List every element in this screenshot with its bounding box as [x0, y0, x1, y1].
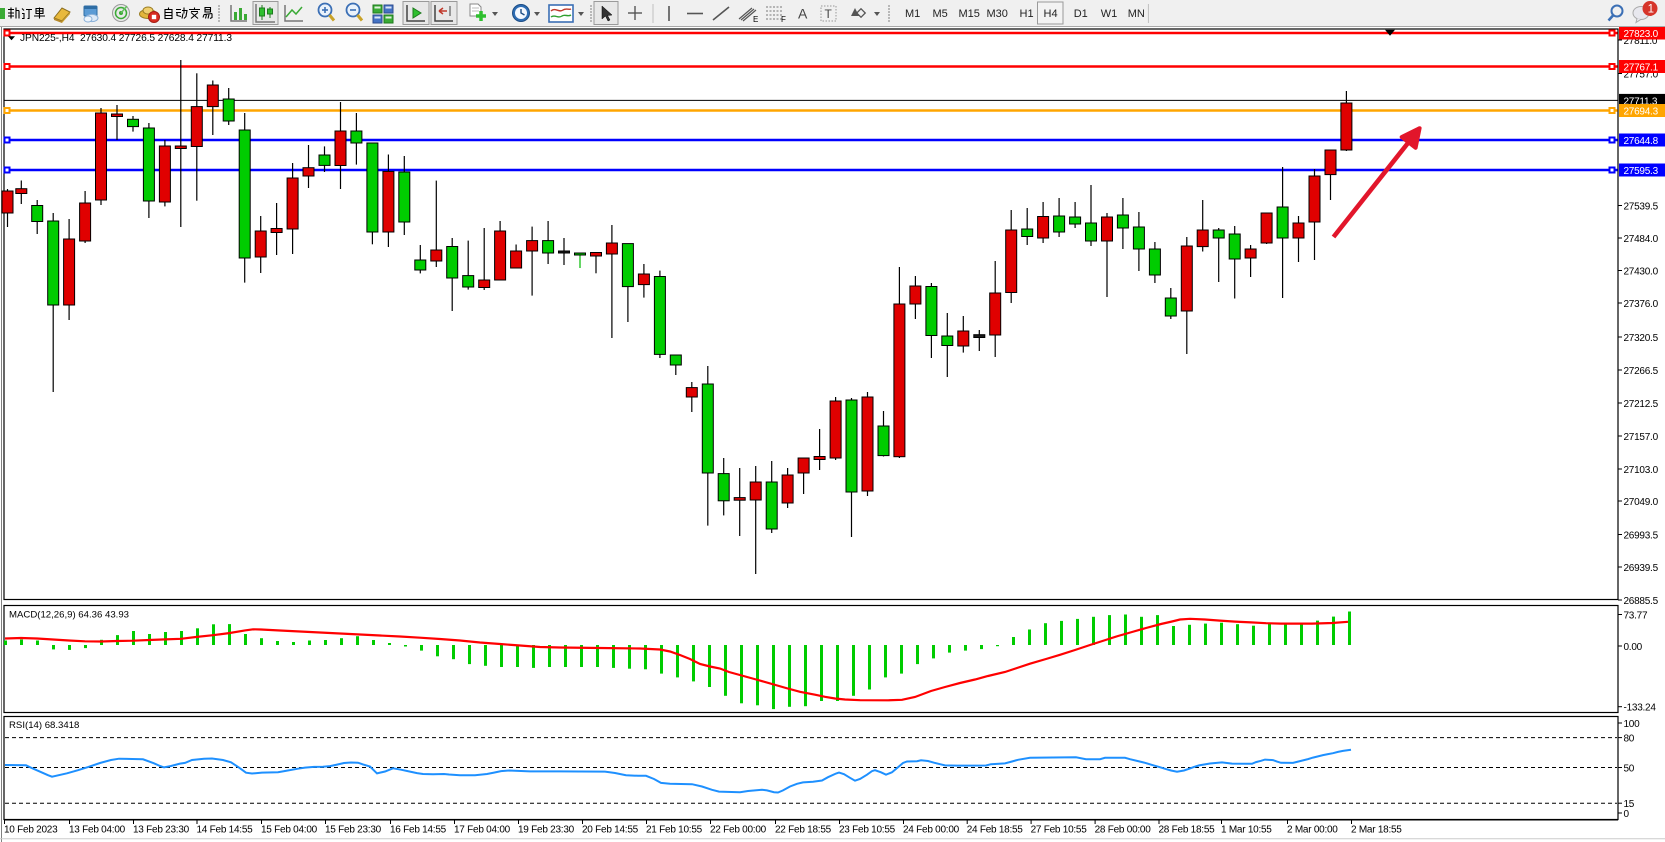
- svg-text:A: A: [798, 6, 808, 22]
- svg-text:50: 50: [1624, 764, 1635, 775]
- svg-text:27711.3: 27711.3: [1624, 96, 1658, 107]
- svg-text:M30: M30: [987, 8, 1008, 20]
- svg-text:27644.8: 27644.8: [1624, 136, 1659, 147]
- svg-text:14 Feb 14:55: 14 Feb 14:55: [197, 825, 254, 836]
- svg-text:2 Mar 00:00: 2 Mar 00:00: [1287, 825, 1338, 836]
- svg-text:27823.0: 27823.0: [1624, 29, 1659, 40]
- svg-text:27484.0: 27484.0: [1624, 234, 1659, 245]
- svg-text:1: 1: [1648, 4, 1654, 16]
- svg-text:28 Feb 18:55: 28 Feb 18:55: [1159, 825, 1216, 836]
- svg-text:10 Feb 2023: 10 Feb 2023: [4, 825, 58, 836]
- svg-text:17 Feb 04:00: 17 Feb 04:00: [454, 825, 511, 836]
- svg-text:2 Mar 18:55: 2 Mar 18:55: [1351, 825, 1402, 836]
- svg-text:27757.0: 27757.0: [1624, 70, 1659, 81]
- svg-text:23 Feb 10:55: 23 Feb 10:55: [839, 825, 896, 836]
- svg-text:27694.3: 27694.3: [1624, 107, 1659, 118]
- svg-text:22 Feb 00:00: 22 Feb 00:00: [710, 825, 767, 836]
- svg-text:F: F: [781, 15, 786, 24]
- svg-text:1 Mar 10:55: 1 Mar 10:55: [1221, 825, 1272, 836]
- svg-text:15 Feb 04:00: 15 Feb 04:00: [261, 825, 318, 836]
- svg-text:19 Feb 23:30: 19 Feb 23:30: [518, 825, 575, 836]
- svg-text:27049.0: 27049.0: [1624, 497, 1659, 508]
- svg-text:28 Feb 00:00: 28 Feb 00:00: [1095, 825, 1152, 836]
- svg-text:26885.5: 26885.5: [1624, 596, 1659, 607]
- svg-text:H1: H1: [1020, 8, 1034, 20]
- svg-text:100: 100: [1624, 719, 1641, 730]
- svg-text:D1: D1: [1074, 8, 1088, 20]
- svg-text:15: 15: [1624, 799, 1635, 810]
- svg-text:27811.0: 27811.0: [1624, 36, 1658, 47]
- svg-text:MACD(12,26,9) 64.36 43.93: MACD(12,26,9) 64.36 43.93: [9, 610, 129, 621]
- svg-text:80: 80: [1624, 734, 1635, 745]
- svg-text:22 Feb 18:55: 22 Feb 18:55: [775, 825, 832, 836]
- svg-text:27376.0: 27376.0: [1624, 299, 1659, 310]
- svg-text:15 Feb 23:30: 15 Feb 23:30: [325, 825, 382, 836]
- svg-text:M5: M5: [933, 8, 948, 20]
- svg-text:27 Feb 10:55: 27 Feb 10:55: [1031, 825, 1088, 836]
- svg-text:-133.24: -133.24: [1624, 703, 1657, 714]
- svg-text:W1: W1: [1101, 8, 1118, 20]
- svg-text:0: 0: [1624, 809, 1630, 820]
- svg-text:27212.5: 27212.5: [1624, 399, 1659, 410]
- svg-text:RSI(14) 68.3418: RSI(14) 68.3418: [9, 720, 79, 731]
- svg-text:27430.0: 27430.0: [1624, 267, 1659, 278]
- svg-text:13 Feb 04:00: 13 Feb 04:00: [69, 825, 126, 836]
- svg-text:13 Feb 23:30: 13 Feb 23:30: [133, 825, 190, 836]
- svg-text:E: E: [753, 15, 758, 24]
- svg-text:27266.5: 27266.5: [1624, 366, 1659, 377]
- svg-text:27157.0: 27157.0: [1624, 432, 1659, 443]
- svg-text:JPN225-,H4 27630.4 27726.5 27: JPN225-,H4 27630.4 27726.5 27628.4 27711…: [20, 33, 232, 44]
- svg-text:24 Feb 18:55: 24 Feb 18:55: [967, 825, 1024, 836]
- svg-text:20 Feb 14:55: 20 Feb 14:55: [582, 825, 639, 836]
- svg-text:26993.5: 26993.5: [1624, 531, 1659, 542]
- svg-text:H4: H4: [1044, 8, 1058, 20]
- svg-text:27320.5: 27320.5: [1624, 333, 1659, 344]
- svg-text:M1: M1: [905, 8, 920, 20]
- svg-text:M15: M15: [959, 8, 980, 20]
- svg-text:73.77: 73.77: [1624, 611, 1648, 622]
- svg-text:27103.0: 27103.0: [1624, 465, 1659, 476]
- svg-text:0.00: 0.00: [1624, 642, 1643, 653]
- svg-text:MN: MN: [1128, 8, 1145, 20]
- svg-text:T: T: [825, 7, 833, 21]
- svg-text:27539.5: 27539.5: [1624, 202, 1659, 213]
- svg-text:27595.3: 27595.3: [1624, 166, 1659, 177]
- svg-text:21 Feb 10:55: 21 Feb 10:55: [646, 825, 703, 836]
- svg-text:16 Feb 14:55: 16 Feb 14:55: [390, 825, 447, 836]
- svg-text:24 Feb 00:00: 24 Feb 00:00: [903, 825, 960, 836]
- svg-text:26939.5: 26939.5: [1624, 563, 1659, 574]
- svg-text:27767.1: 27767.1: [1624, 63, 1659, 74]
